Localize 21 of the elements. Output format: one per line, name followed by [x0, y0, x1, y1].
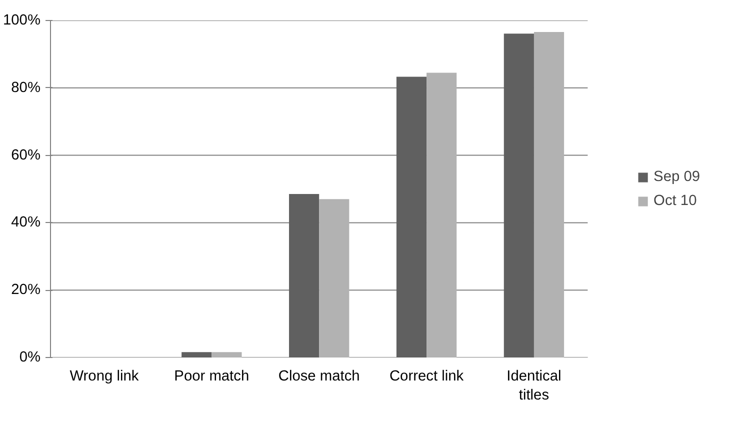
bar [182, 352, 212, 358]
legend-label: Sep 09 [654, 168, 700, 184]
bar [319, 199, 350, 358]
y-tick-label: 40% [11, 214, 41, 231]
bar [426, 72, 457, 358]
x-tick-label: Close match [278, 368, 360, 384]
y-tick-label: 100% [3, 12, 41, 28]
bar [534, 32, 564, 358]
y-tick-label: 0% [19, 350, 41, 366]
y-tick-label: 20% [11, 282, 41, 298]
legend-label: Oct 10 [654, 192, 697, 208]
bar [289, 194, 320, 358]
y-tick-label: 80% [11, 80, 41, 96]
x-tick-label: Wrong link [70, 368, 140, 384]
y-tick-label: 60% [11, 147, 41, 164]
x-tick-label: Correct link [389, 368, 464, 384]
x-tick-label: Poor match [174, 368, 250, 384]
bar [212, 352, 242, 358]
x-tick-label: Identical titles [506, 368, 562, 404]
bar [504, 34, 534, 358]
bar [396, 76, 427, 358]
